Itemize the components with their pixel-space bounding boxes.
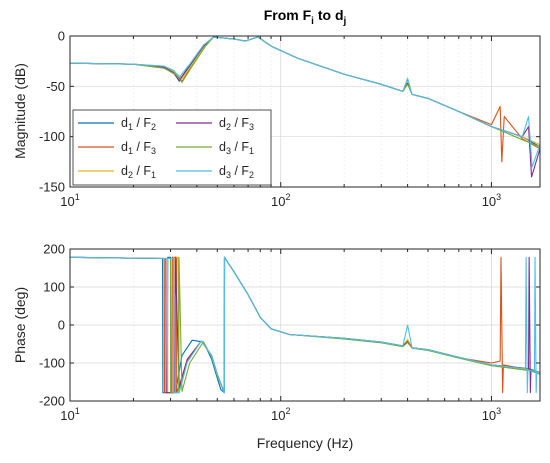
legend-label: d2 / F1 bbox=[121, 164, 156, 180]
magnitude-series-group bbox=[70, 36, 540, 178]
y-tick-label: 100 bbox=[43, 280, 65, 295]
legend-entry: d1 / F3 bbox=[78, 140, 156, 156]
legend-label: d1 / F2 bbox=[121, 116, 156, 132]
magnitude-series-line-6 bbox=[70, 36, 540, 168]
phase-series-group bbox=[70, 256, 540, 394]
y-tick-label: -100 bbox=[39, 129, 65, 144]
y-tick-label: 0 bbox=[58, 29, 65, 44]
x-tick-label: 101 bbox=[60, 192, 79, 209]
x-tick-label: 102 bbox=[271, 192, 290, 209]
y-tick-label: -50 bbox=[46, 79, 65, 94]
x-tick-label: 101 bbox=[60, 406, 79, 423]
y-tick-label: 0 bbox=[58, 318, 65, 333]
magnitude-y-axis-label: Magnitude (dB) bbox=[12, 63, 28, 159]
x-tick-label: 102 bbox=[271, 406, 290, 423]
y-tick-label: 200 bbox=[43, 242, 65, 257]
x-tick-label: 103 bbox=[482, 192, 501, 209]
magnitude-x-ticks: 101 102 103 bbox=[60, 36, 501, 209]
phase-y-ticks: 200 100 0 -100 -200 bbox=[39, 242, 540, 409]
magnitude-axes-box bbox=[69, 35, 541, 188]
magnitude-panel: 0 -50 -100 -150 101 102 103 Magnitude (dB) d1… bbox=[12, 29, 541, 209]
legend-entry: d1 / F2 bbox=[78, 116, 156, 132]
phase-x-axis-label: Frequency (Hz) bbox=[257, 435, 353, 451]
legend-label: d1 / F3 bbox=[121, 140, 156, 156]
y-tick-label: -150 bbox=[39, 180, 65, 195]
phase-panel: 200 100 0 -100 -200 101 102 103 Phase (deg) Fr… bbox=[12, 242, 541, 451]
legend-entry: d2 / F1 bbox=[78, 164, 156, 180]
phase-x-ticks: 101 102 103 bbox=[60, 249, 501, 423]
legend: d1 / F2 d2 / F3 d1 / F3 d3 / F1 d2 / F1 d3 / … bbox=[72, 109, 272, 186]
x-tick-label: 103 bbox=[482, 406, 501, 423]
magnitude-y-ticks: 0 -50 -100 -150 bbox=[39, 29, 540, 195]
legend-items: d1 / F2 d2 / F3 d1 / F3 d3 / F1 d2 / F1 d3 / … bbox=[78, 116, 254, 180]
legend-entry: d3 / F1 bbox=[176, 140, 254, 156]
legend-label: d2 / F3 bbox=[219, 116, 254, 132]
y-tick-label: -200 bbox=[39, 394, 65, 409]
y-tick-label: -100 bbox=[39, 356, 65, 371]
phase-y-axis-label: Phase (deg) bbox=[12, 287, 28, 363]
chart-title: From Fi to dj bbox=[264, 7, 347, 27]
legend-label: d3 / F2 bbox=[219, 164, 254, 180]
phase-series-line-6 bbox=[70, 256, 540, 394]
legend-label: d3 / F1 bbox=[219, 140, 254, 156]
legend-entry: d3 / F2 bbox=[176, 164, 254, 180]
legend-entry: d2 / F3 bbox=[176, 116, 254, 132]
